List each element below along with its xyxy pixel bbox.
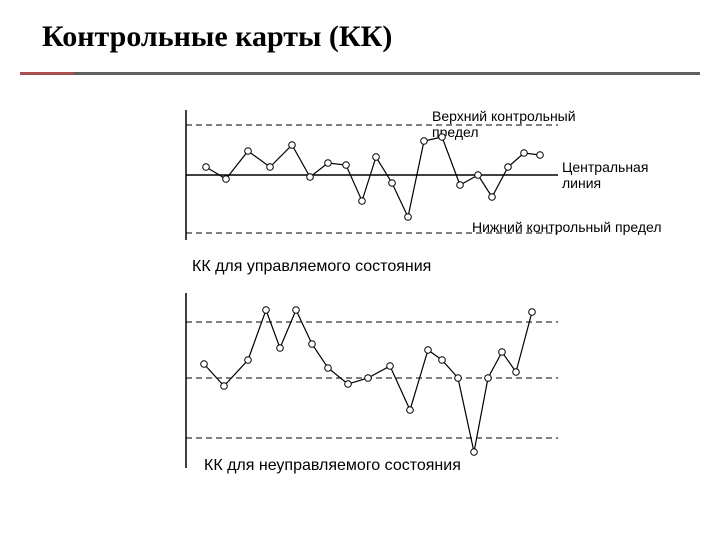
control-chart-in-control	[172, 105, 558, 245]
page-title: Контрольные карты (КК)	[42, 20, 392, 54]
slide: Контрольные карты (КК) Верхний контрольн…	[0, 0, 720, 540]
title-rule	[20, 72, 700, 75]
label-center-line: Центральнаялиния	[562, 159, 648, 191]
control-chart-out-of-control	[172, 288, 558, 478]
caption-out-of-control: КК для неуправляемого состояния	[204, 457, 461, 475]
caption-in-control: КК для управляемого состояния	[192, 258, 431, 276]
